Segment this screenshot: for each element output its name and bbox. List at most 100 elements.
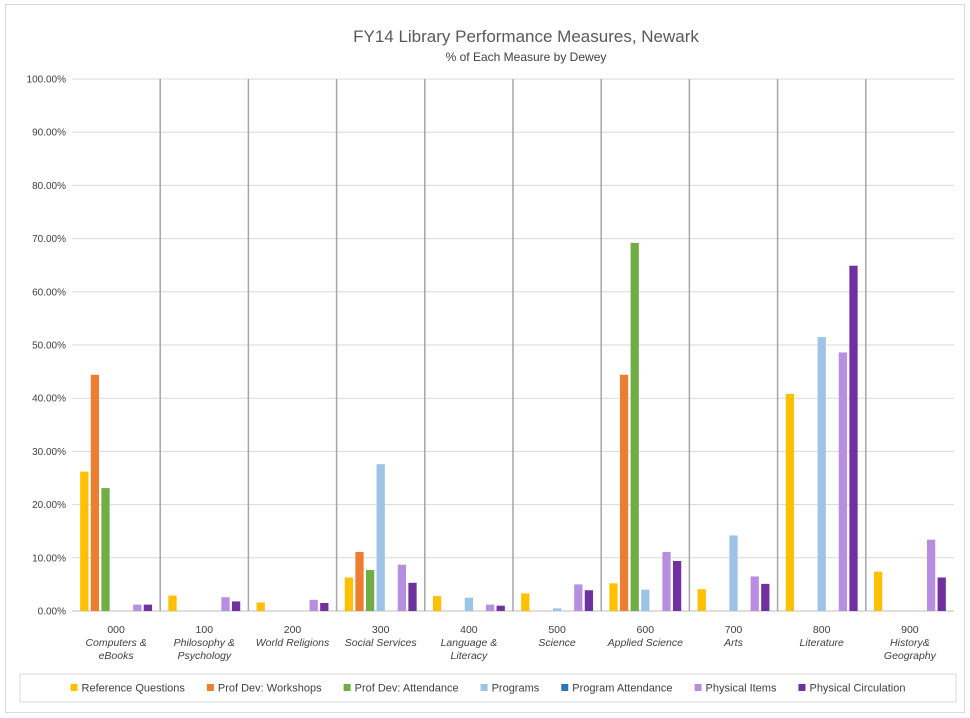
bar bbox=[397, 564, 407, 611]
bar bbox=[496, 605, 505, 611]
legend-label: Physical Items bbox=[706, 683, 777, 695]
chart-title: FY14 Library Performance Measures, Newar… bbox=[353, 27, 699, 46]
bar bbox=[101, 488, 110, 611]
bar bbox=[256, 602, 265, 611]
bar bbox=[432, 596, 442, 611]
x-tick-code: 900 bbox=[901, 624, 919, 636]
bars bbox=[80, 242, 946, 611]
legend-swatch bbox=[798, 684, 806, 691]
legend-label: Programs bbox=[492, 683, 540, 695]
legend-item: Prof Dev: Attendance bbox=[343, 683, 459, 695]
x-tick-label: eBooks bbox=[99, 650, 135, 662]
y-tick-label: 0.00% bbox=[38, 607, 66, 618]
legend-box bbox=[19, 673, 957, 703]
category-separators bbox=[159, 79, 867, 611]
x-tick-label: Psychology bbox=[177, 650, 231, 662]
legend-swatch bbox=[480, 684, 488, 691]
x-tick-code: 400 bbox=[460, 624, 478, 636]
bar bbox=[817, 337, 826, 611]
legend-swatch bbox=[343, 684, 351, 691]
x-tick-label: Literacy bbox=[451, 650, 489, 662]
bar bbox=[355, 551, 364, 611]
y-tick-label: 40.00% bbox=[32, 394, 66, 405]
bar bbox=[133, 604, 142, 611]
bar bbox=[574, 584, 583, 611]
bar bbox=[309, 599, 318, 611]
bar bbox=[619, 374, 629, 611]
bar bbox=[838, 352, 848, 611]
x-tick-code: 000 bbox=[107, 624, 125, 636]
legend-item: Physical Circulation bbox=[798, 683, 905, 695]
y-axis: 0.00% 10.00% 20.00% 30.00% 40.00% 50.00% 60.00… bbox=[27, 75, 954, 618]
y-tick-label: 10.00% bbox=[32, 553, 66, 564]
bar bbox=[729, 535, 738, 611]
bar bbox=[365, 570, 375, 611]
legend-label: Prof Dev: Workshops bbox=[218, 683, 322, 695]
bar bbox=[485, 604, 495, 611]
bar bbox=[464, 597, 474, 611]
y-tick-label: 70.00% bbox=[32, 234, 66, 245]
chart-canvas: FY14 Library Performance Measures, Newar… bbox=[19, 27, 957, 703]
legend-swatch bbox=[561, 684, 569, 691]
bar bbox=[344, 577, 354, 611]
x-tick-label: Computers & bbox=[85, 637, 146, 649]
chart-subtitle: % of Each Measure by Dewey bbox=[446, 50, 607, 64]
bar bbox=[168, 595, 177, 611]
x-tick-label: Language & bbox=[441, 637, 498, 649]
legend-item: Prof Dev: Workshops bbox=[206, 683, 322, 695]
x-tick-code: 800 bbox=[813, 624, 831, 636]
x-tick-code: 300 bbox=[372, 624, 390, 636]
y-tick-label: 60.00% bbox=[32, 287, 66, 298]
y-tick-label: 30.00% bbox=[32, 447, 66, 458]
x-tick-label: Arts bbox=[723, 637, 743, 649]
x-tick-code: 200 bbox=[284, 624, 302, 636]
bar bbox=[221, 597, 230, 611]
bar bbox=[672, 560, 682, 611]
legend-item: Physical Items bbox=[694, 683, 777, 695]
legend-item: Programs bbox=[480, 683, 540, 695]
y-tick-label: 50.00% bbox=[32, 341, 66, 352]
x-tick-code: 700 bbox=[725, 624, 743, 636]
bar bbox=[90, 374, 100, 611]
x-tick-label: Philosophy & bbox=[174, 637, 235, 649]
bar bbox=[785, 393, 795, 611]
x-tick-label: Literature bbox=[800, 637, 845, 649]
bar bbox=[320, 603, 329, 611]
legend-swatch bbox=[206, 684, 214, 691]
x-tick-code: 500 bbox=[548, 624, 566, 636]
x-tick-label: Science bbox=[538, 637, 576, 649]
bar bbox=[552, 608, 562, 611]
chart-frame: FY14 Library Performance Measures, Newar… bbox=[5, 4, 965, 713]
bar bbox=[143, 604, 153, 611]
bar bbox=[521, 593, 530, 611]
y-tick-label: 90.00% bbox=[32, 128, 66, 139]
bar bbox=[761, 583, 770, 611]
x-tick-label: Applied Science bbox=[607, 637, 683, 649]
legend-label: Program Attendance bbox=[572, 683, 672, 695]
legend-swatch bbox=[694, 684, 702, 691]
bar bbox=[662, 551, 671, 611]
bar bbox=[873, 571, 883, 611]
legend-item: Reference Questions bbox=[70, 683, 186, 695]
legend-item: Program Attendance bbox=[561, 683, 673, 695]
x-tick-code: 100 bbox=[196, 624, 214, 636]
bar bbox=[937, 577, 946, 611]
bar bbox=[609, 583, 618, 611]
bar bbox=[231, 601, 241, 611]
bar bbox=[376, 464, 385, 611]
legend-label: Physical Circulation bbox=[809, 683, 905, 695]
bar bbox=[849, 265, 858, 611]
bar bbox=[641, 589, 650, 611]
legend-label: Reference Questions bbox=[82, 683, 186, 695]
bar bbox=[584, 590, 594, 611]
bar bbox=[80, 471, 89, 611]
bar bbox=[926, 539, 936, 611]
y-tick-label: 80.00% bbox=[32, 181, 66, 192]
x-tick-code: 600 bbox=[637, 624, 655, 636]
bar bbox=[750, 576, 759, 611]
y-tick-label: 20.00% bbox=[32, 500, 66, 511]
y-tick-label: 100.00% bbox=[27, 75, 67, 86]
x-tick-label: Social Services bbox=[345, 637, 418, 649]
legend-label: Prof Dev: Attendance bbox=[355, 683, 459, 695]
